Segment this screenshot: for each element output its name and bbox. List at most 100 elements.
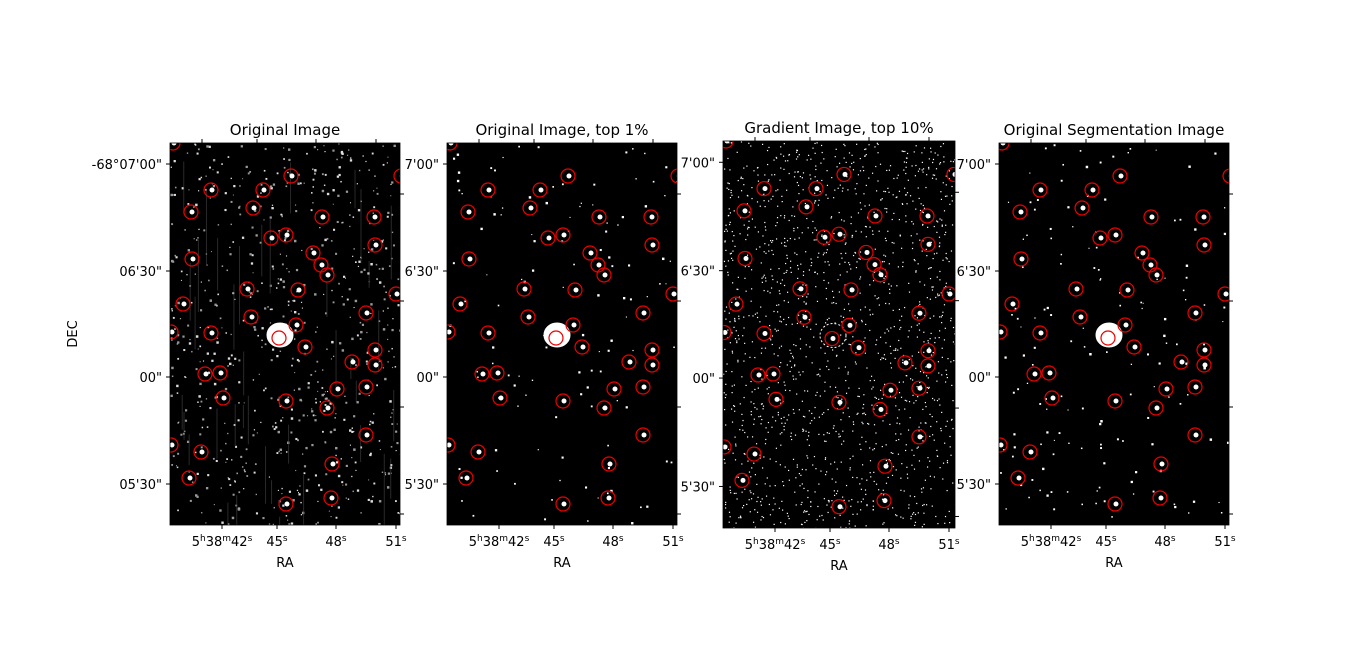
speckle [180,433,183,436]
speckle [822,519,824,521]
speckle [354,299,358,303]
speckle [357,209,361,212]
speckle [821,514,823,517]
speckle [936,220,938,222]
speckle [805,302,807,304]
speckle [925,186,927,189]
source-marker [808,181,824,197]
speckle [500,214,502,216]
speckle [1058,432,1061,435]
speckle [808,431,810,433]
speckle [931,289,934,291]
speckle [1029,172,1031,174]
speckle [545,346,548,349]
speckle [754,406,756,409]
star [571,322,577,328]
speckle [877,143,879,146]
speckle [826,184,829,186]
speckle [891,474,894,477]
speckle [815,168,817,171]
speckle [331,340,334,344]
speckle [200,281,202,283]
speckle [893,212,895,215]
speckle [335,454,337,457]
speckle [324,441,327,444]
speckle [372,212,374,214]
speckle [625,151,628,154]
speckle [860,488,863,490]
speckle [816,273,819,275]
speckle [264,148,267,151]
speckle [338,143,340,145]
speckle [941,322,943,324]
speckle [815,323,817,325]
speckle [232,194,234,196]
star [364,384,370,390]
speckle [872,449,874,451]
tick-unit: m [222,534,231,544]
speckle [825,287,827,290]
speckle [948,170,951,172]
source-marker [319,267,335,283]
speckle [796,393,798,395]
speckle [873,408,875,410]
star [878,272,884,278]
speckle [537,146,540,149]
streak [393,389,395,442]
speckle [788,479,790,481]
speckle [799,485,801,487]
speckle [1020,326,1022,328]
speckle [808,319,810,321]
speckle [751,218,754,220]
speckle [353,306,355,309]
speckle [207,474,210,477]
speckle [281,487,283,490]
speckle [873,471,875,473]
x-tick-label: 51s [938,537,960,553]
speckle [839,404,841,406]
speckle [800,321,802,323]
source-marker [1107,393,1123,409]
source-marker [175,296,191,312]
streak [368,260,370,288]
speckle [208,166,211,169]
speckle [355,469,357,471]
speckle [869,447,871,449]
star [319,262,325,268]
source-marker [305,245,321,261]
speckle [914,513,917,516]
speckle [909,195,912,197]
star [335,386,341,392]
speckle [767,393,769,395]
source-marker [184,251,200,267]
speckle [884,383,886,385]
x-tick-label: 45s [1095,534,1117,550]
speckle [1013,433,1016,436]
speckle [887,508,889,510]
speckle [802,325,805,327]
speckle [847,407,849,409]
speckle [248,291,251,293]
source-marker [452,296,468,312]
speckle [780,521,782,524]
speckle [924,314,926,317]
speckle [922,240,924,242]
speckle [199,345,202,348]
speckle [321,173,324,176]
speckle [875,397,877,399]
speckle [922,168,925,170]
streak [227,502,229,525]
speckle [787,160,789,162]
speckle [734,317,736,320]
speckle [912,394,914,396]
speckle [254,409,256,412]
speckle [300,301,303,303]
speckle [739,233,741,235]
speckle [372,190,375,192]
speckle [806,390,809,392]
star [1158,495,1164,501]
star [249,314,255,320]
speckle [779,399,781,401]
speckle [922,224,924,226]
speckle [385,291,387,293]
